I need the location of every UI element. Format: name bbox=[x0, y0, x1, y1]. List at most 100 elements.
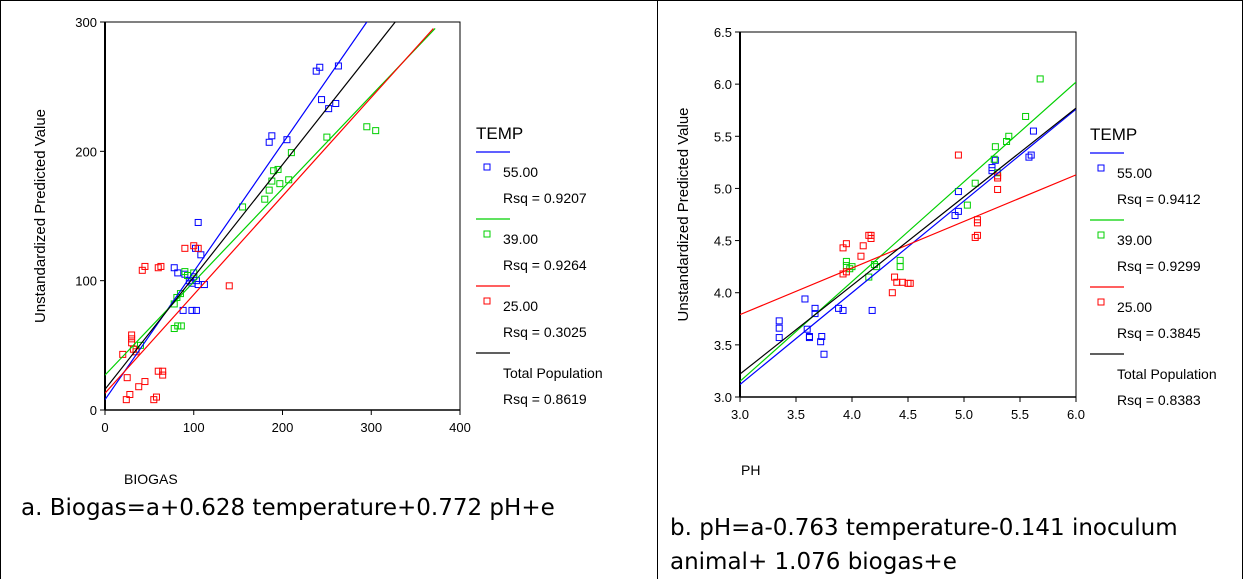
data-point-a-series-1 bbox=[274, 165, 282, 173]
legend-rsq-a-1: Rsq = 0.9264 bbox=[503, 257, 587, 273]
panel-divider bbox=[657, 0, 658, 579]
data-point-b-series-0 bbox=[1029, 127, 1037, 135]
y-tick-label-b: 4.5 bbox=[714, 234, 732, 249]
data-point-b-series-1 bbox=[896, 256, 904, 264]
fit-line-b-series-3 bbox=[740, 107, 1076, 375]
data-point-b-series-2 bbox=[906, 279, 914, 287]
data-point-b-series-0 bbox=[811, 310, 819, 318]
y-tick-label-b: 6.0 bbox=[714, 77, 732, 92]
data-point-a-series-1 bbox=[173, 293, 181, 301]
x-tick-label-b: 6.0 bbox=[1067, 407, 1085, 422]
data-point-b-series-0 bbox=[801, 295, 809, 303]
data-point-a-series-2 bbox=[159, 371, 167, 379]
caption-a: a. Biogas=a+0.628 temperature+0.772 pH+e bbox=[21, 495, 555, 521]
data-point-a-series-1 bbox=[276, 180, 284, 188]
legend-rsq-b-3: Rsq = 0.8383 bbox=[1117, 392, 1201, 408]
data-point-b-series-0 bbox=[991, 156, 999, 164]
y-tick-label-b: 4.0 bbox=[714, 286, 732, 301]
legend-marker-a-0 bbox=[483, 163, 491, 171]
data-point-a-series-1 bbox=[239, 203, 247, 211]
data-point-b-series-2 bbox=[994, 185, 1002, 193]
data-point-b-series-0 bbox=[1025, 153, 1033, 161]
data-point-b-series-2 bbox=[857, 252, 865, 260]
legend-title-a: TEMP bbox=[476, 124, 523, 143]
data-point-b-series-2 bbox=[954, 151, 962, 159]
fit-line-a-series-2 bbox=[105, 28, 434, 394]
data-point-a-series-1 bbox=[261, 195, 269, 203]
data-point-a-series-0 bbox=[265, 138, 273, 146]
legend-marker-b-2 bbox=[1097, 298, 1105, 306]
data-point-a-series-0 bbox=[194, 218, 202, 226]
data-point-a-series-1 bbox=[287, 149, 295, 157]
chart-a: 0 100 200 300 400 0 100 200 300 BIOGAS Unstandardi… bbox=[32, 15, 603, 487]
data-point-a-series-0 bbox=[268, 132, 276, 140]
legend-rsq-a-3: Rsq = 0.8619 bbox=[503, 391, 587, 407]
legend-title-b: TEMP bbox=[1090, 125, 1137, 144]
x-tick-label-b: 5.5 bbox=[1011, 407, 1029, 422]
data-point-b-series-2 bbox=[842, 240, 850, 248]
legend-a: TEMP 55.00 Rsq = 0.9207 39.00 Rsq = 0.9264 25… bbox=[476, 124, 603, 407]
data-point-a-series-2 bbox=[194, 244, 202, 252]
data-point-a-series-1 bbox=[270, 167, 278, 175]
x-tick-label-b: 4.0 bbox=[843, 407, 861, 422]
y-tick-label-a: 100 bbox=[75, 274, 97, 289]
data-point-a-series-1 bbox=[363, 123, 371, 131]
y-tick-label-b: 5.5 bbox=[714, 129, 732, 144]
x-tick-label-a: 200 bbox=[272, 420, 294, 435]
x-tick-label-b: 3.0 bbox=[731, 407, 749, 422]
data-point-b-series-1 bbox=[842, 257, 850, 265]
y-tick-label-a: 300 bbox=[75, 15, 97, 30]
data-point-a-series-2 bbox=[225, 282, 233, 290]
data-point-b-series-2 bbox=[971, 233, 979, 241]
data-point-b-series-2 bbox=[888, 289, 896, 297]
legend-rsq-b-0: Rsq = 0.9412 bbox=[1117, 191, 1201, 207]
data-point-b-series-1 bbox=[990, 155, 998, 163]
y-tick-label-b: 5.0 bbox=[714, 181, 732, 196]
data-point-a-series-2 bbox=[126, 390, 134, 398]
data-point-b-series-1 bbox=[971, 179, 979, 187]
fit-line-a-series-1 bbox=[105, 28, 436, 376]
data-point-a-series-2 bbox=[122, 396, 130, 404]
data-point-b-series-0 bbox=[1027, 151, 1035, 159]
x-axis-label-b: PH bbox=[741, 462, 760, 478]
data-point-b-series-0 bbox=[805, 334, 813, 342]
data-point-a-series-2 bbox=[152, 393, 160, 401]
data-point-a-series-0 bbox=[192, 277, 200, 285]
data-point-b-series-0 bbox=[954, 188, 962, 196]
x-tick-label-a: 100 bbox=[183, 420, 205, 435]
plot-area-b bbox=[739, 31, 1077, 398]
y-tick-label-a: 0 bbox=[90, 403, 97, 418]
y-tick-label-b: 3.5 bbox=[714, 338, 732, 353]
legend-rsq-b-2: Rsq = 0.3845 bbox=[1117, 325, 1201, 341]
legend-marker-b-1 bbox=[1097, 231, 1105, 239]
data-point-a-series-2 bbox=[128, 335, 136, 343]
plot-area-a bbox=[104, 21, 461, 411]
legend-rsq-a-0: Rsq = 0.9207 bbox=[503, 190, 587, 206]
x-axis-label-a: BIOGAS bbox=[124, 471, 178, 487]
data-point-b-series-1 bbox=[1022, 112, 1030, 120]
caption-b-line2: animal+ 1.076 biogas+e bbox=[670, 549, 957, 575]
data-point-b-series-0 bbox=[817, 338, 825, 346]
data-point-b-series-1 bbox=[1005, 132, 1013, 140]
data-point-b-series-0 bbox=[775, 317, 783, 325]
legend-rsq-b-1: Rsq = 0.9299 bbox=[1117, 258, 1201, 274]
data-point-b-series-0 bbox=[775, 334, 783, 342]
legend-marker-a-1 bbox=[483, 230, 491, 238]
data-point-b-series-0 bbox=[868, 306, 876, 314]
fit-line-a-series-3 bbox=[105, 22, 396, 390]
data-point-a-series-2 bbox=[141, 262, 149, 270]
legend-rsq-a-2: Rsq = 0.3025 bbox=[503, 324, 587, 340]
y-axis-label-b: Unstandardized Predicted Value bbox=[675, 107, 692, 321]
data-point-b-series-2 bbox=[973, 219, 981, 227]
data-point-a-series-0 bbox=[200, 281, 208, 289]
data-point-b-series-1 bbox=[896, 263, 904, 271]
chart-b: 3.0 3.5 4.0 4.5 5.0 5.5 6.0 3.0 3.5 4.0 4.5 5.0 5.5 6… bbox=[675, 25, 1217, 478]
fit-line-b-series-1 bbox=[740, 81, 1076, 382]
data-point-b-series-0 bbox=[954, 207, 962, 215]
data-point-b-series-0 bbox=[775, 324, 783, 332]
x-tick-label-b: 4.5 bbox=[899, 407, 917, 422]
data-point-a-series-1 bbox=[323, 133, 331, 141]
data-point-b-series-0 bbox=[835, 304, 843, 312]
caption-b-line1: b. pH=a-0.763 temperature-0.141 inoculum bbox=[670, 515, 1178, 541]
